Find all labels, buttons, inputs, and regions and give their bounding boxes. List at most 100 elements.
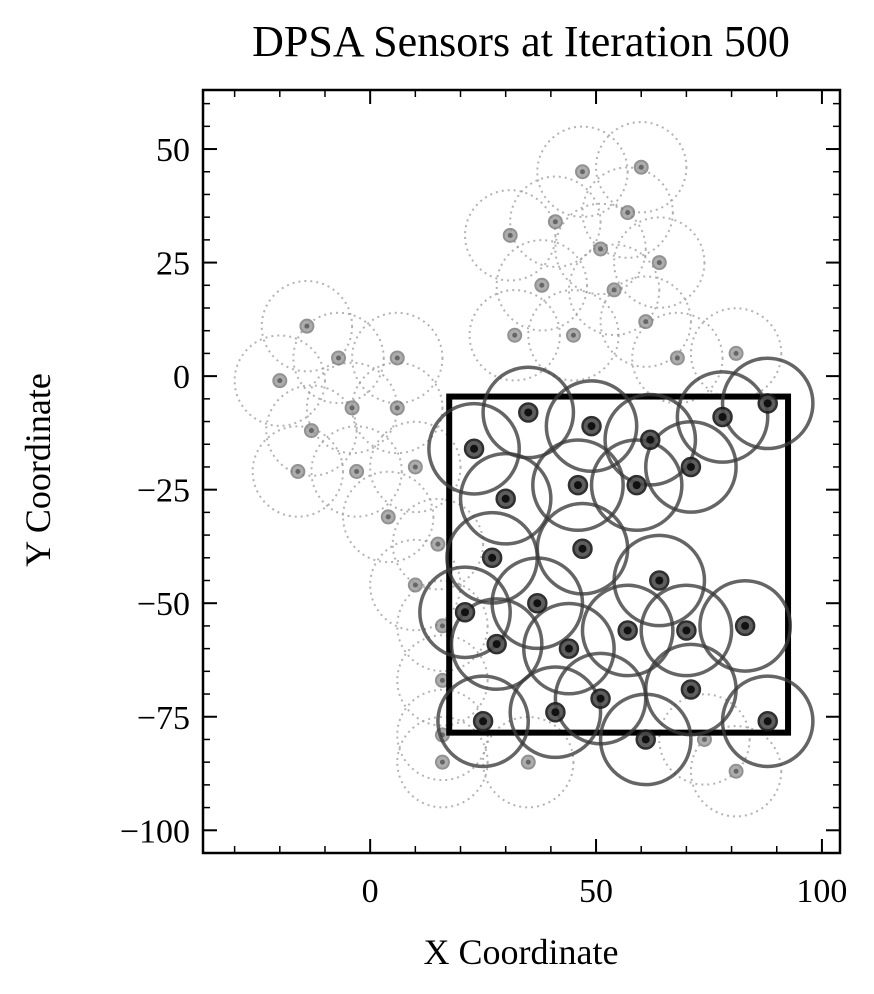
x-tick-label: 0 xyxy=(362,873,379,910)
sensing-range-circle xyxy=(580,583,675,678)
history-sensor-center xyxy=(733,768,739,774)
history-sensing-circle xyxy=(396,634,489,727)
sensor-center xyxy=(655,576,664,585)
sensing-range-circle xyxy=(522,601,616,696)
history-sensor-center xyxy=(656,260,662,266)
y-tick-label: −50 xyxy=(137,586,190,623)
sensing-range-circle xyxy=(643,420,738,514)
sensor-center xyxy=(682,626,691,635)
history-sensing-circle xyxy=(464,189,557,282)
x-axis-label: X Coordinate xyxy=(424,932,619,972)
history-sensor-center xyxy=(336,355,342,361)
history-sensing-circle xyxy=(342,470,435,564)
history-sensing-circle xyxy=(233,334,326,427)
sensor-center xyxy=(623,626,632,635)
history-sensor-center xyxy=(435,541,441,547)
sensing-range-circle xyxy=(490,556,585,651)
sensor-center xyxy=(564,644,573,653)
history-sensor-center xyxy=(598,246,604,252)
sensing-range-circle xyxy=(531,438,625,533)
history-sensor-center xyxy=(394,405,400,411)
sensor-center xyxy=(641,735,650,744)
history-sensing-circle xyxy=(468,289,561,382)
sensor-center xyxy=(578,544,587,553)
sensor-center xyxy=(718,413,727,421)
sensor-center xyxy=(501,494,510,503)
y-tick-label: 0 xyxy=(173,359,190,396)
history-sensor-center xyxy=(439,677,445,683)
sensor-center xyxy=(488,553,497,562)
sensing-range-circle xyxy=(675,370,770,464)
history-sensing-circle xyxy=(554,202,647,296)
history-sensor-center xyxy=(295,469,301,474)
sensor-center xyxy=(686,685,695,694)
x-tick-label: 50 xyxy=(579,873,613,910)
history-sensing-circle xyxy=(482,715,575,809)
sensor-center xyxy=(533,599,542,608)
history-sensing-circle xyxy=(495,239,589,332)
sensing-range-circle xyxy=(720,674,815,769)
history-sensing-circle xyxy=(536,125,629,218)
history-sensor-center xyxy=(512,332,518,338)
sensor-center xyxy=(461,608,470,617)
history-sensor-center xyxy=(733,350,739,356)
history-sensing-circle xyxy=(581,166,674,259)
sensor-center xyxy=(573,481,582,490)
history-sensor-center xyxy=(412,464,418,470)
history-sensing-circle xyxy=(396,715,489,809)
chart-title: DPSA Sensors at Iteration 500 xyxy=(252,17,790,66)
sensing-range-circle xyxy=(427,401,521,496)
sensor-center xyxy=(646,435,655,444)
history-sensor-center xyxy=(394,355,400,361)
history-sensor-center xyxy=(308,428,314,434)
history-sensing-circle xyxy=(369,538,462,632)
sensor-center xyxy=(632,481,641,490)
history-sensor-center xyxy=(643,319,649,325)
history-sensor-center xyxy=(439,759,445,765)
history-sensor-center xyxy=(674,355,680,361)
history-sensor-center xyxy=(579,169,585,175)
history-sensing-circle xyxy=(689,307,783,400)
history-sensor-center xyxy=(412,582,418,588)
history-sensing-circle xyxy=(613,216,706,309)
y-tick-label: −75 xyxy=(137,700,190,737)
region-boundary xyxy=(446,393,792,736)
sensing-range-circle xyxy=(436,674,531,769)
history-sensing-circle xyxy=(292,311,385,405)
plot-area: 0 50 100 50 25 0 −25 −50 −75 −100 xyxy=(120,88,847,910)
history-sensing-circle xyxy=(658,693,751,786)
history-sensing-circle xyxy=(689,725,783,818)
history-sensing-circle xyxy=(251,425,345,518)
sensing-range-circle xyxy=(720,356,815,451)
sensing-range-circle xyxy=(598,692,693,787)
y-tick-label: −25 xyxy=(137,473,190,510)
history-sensor-center xyxy=(385,514,391,520)
sensing-range-circle xyxy=(544,379,639,474)
history-sensor-center xyxy=(354,469,360,474)
sensor-center xyxy=(492,640,501,649)
y-tick-label: 50 xyxy=(156,132,190,169)
y-tick-label: 25 xyxy=(156,246,190,283)
sensor-center xyxy=(470,444,479,453)
sensor-center xyxy=(763,399,772,408)
sensor-center xyxy=(551,708,560,717)
sensing-range-circle xyxy=(418,565,512,660)
sensor-center xyxy=(686,462,695,471)
history-sensor-center xyxy=(638,164,644,170)
sensor-center xyxy=(479,717,488,726)
sensing-range-circle xyxy=(589,438,684,533)
history-sensing-circle xyxy=(260,279,354,373)
history-sensor-center xyxy=(439,623,445,629)
history-sensor-center xyxy=(507,232,513,238)
history-sensing-circle xyxy=(310,425,403,518)
history-sensing-circle xyxy=(396,579,489,673)
sensor-center xyxy=(596,694,605,703)
sensor-center xyxy=(524,408,533,417)
history-sensing-circle xyxy=(527,289,620,382)
history-sensing-circle xyxy=(599,275,692,368)
sensor-center xyxy=(763,717,772,726)
history-sensor-center xyxy=(570,332,576,338)
plot-frame xyxy=(201,88,842,855)
x-tick-label: 100 xyxy=(796,873,847,910)
